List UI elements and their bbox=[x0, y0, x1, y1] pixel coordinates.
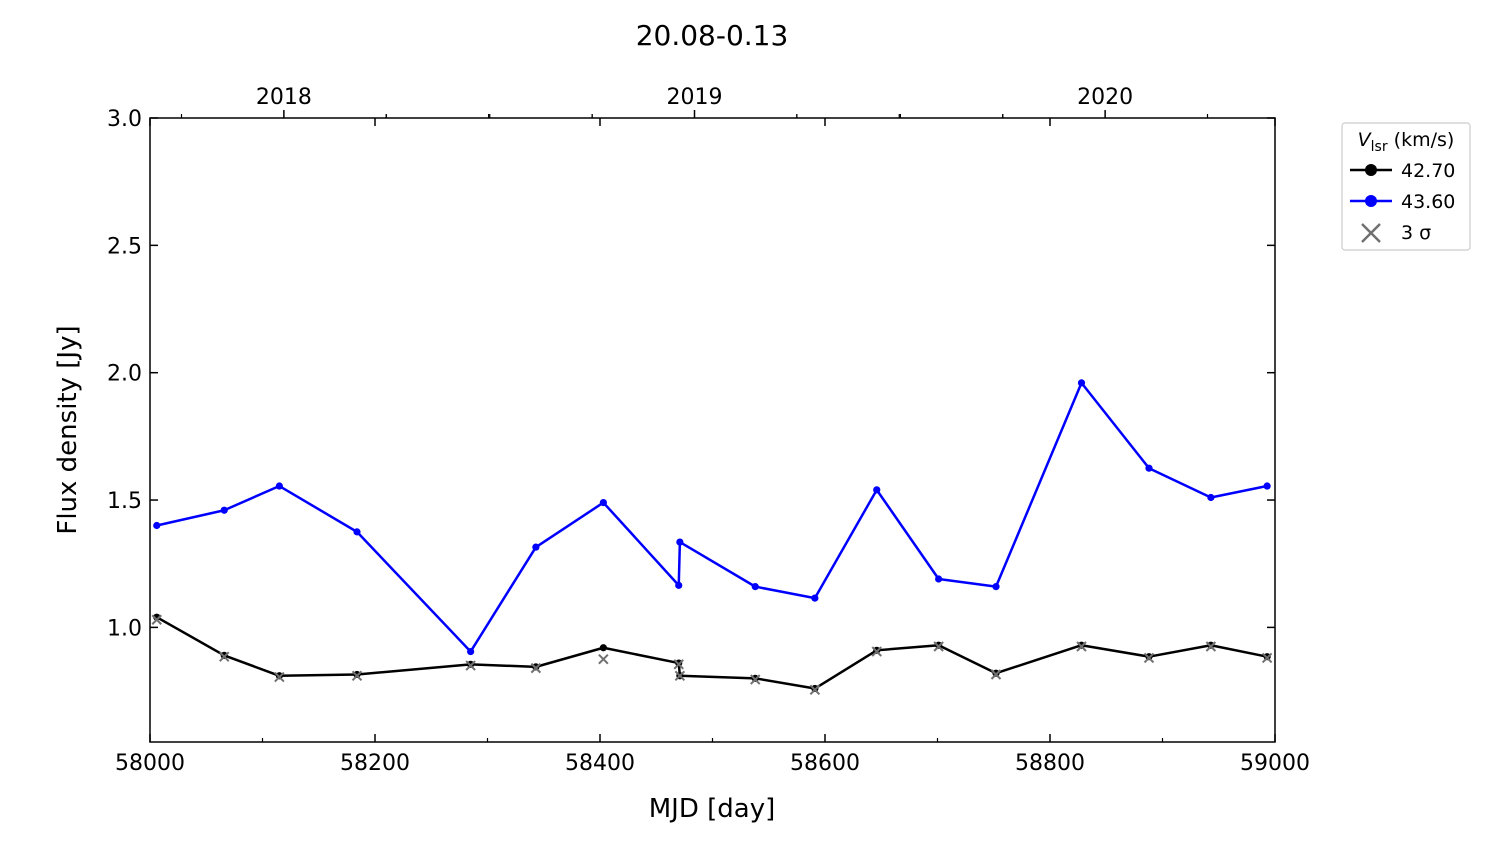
series-point-43-60 bbox=[467, 647, 475, 656]
sigma-point bbox=[933, 641, 944, 652]
series-point-43-60 bbox=[220, 506, 228, 514]
sigma-cross-stroke bbox=[1143, 652, 1155, 664]
series-point-43-60 bbox=[1145, 464, 1153, 472]
legend-title: Vlsr (km/s) bbox=[1358, 129, 1455, 155]
sigma-point bbox=[750, 674, 761, 685]
sigma-point bbox=[1261, 652, 1273, 664]
y-tick-label: 2.5 bbox=[107, 234, 142, 259]
sigma-cross-stroke bbox=[598, 654, 609, 665]
sigma-cross-stroke bbox=[673, 659, 684, 670]
sigma-point bbox=[990, 669, 1002, 680]
series-point-42-70 bbox=[599, 644, 607, 652]
y-tick-label: 1.0 bbox=[107, 616, 142, 641]
x-tick-label: 58000 bbox=[115, 751, 185, 776]
series-point-43-60 bbox=[751, 583, 759, 591]
sigma-cross-stroke bbox=[990, 669, 1002, 680]
series-point-43-60 bbox=[675, 581, 683, 589]
series-point-43-60 bbox=[1077, 379, 1086, 387]
sigma-point bbox=[219, 651, 230, 662]
sigma-cross-stroke bbox=[351, 670, 363, 681]
y-tick-label: 3.0 bbox=[107, 107, 142, 132]
x-tick-label: 58800 bbox=[1015, 751, 1085, 776]
legend: Vlsr (km/s) 42.70 43.60 3 σ bbox=[1341, 122, 1471, 251]
top-tick-label: 2019 bbox=[667, 85, 723, 110]
sigma-cross-stroke bbox=[1076, 641, 1087, 652]
sigma-cross-stroke bbox=[933, 641, 944, 652]
sigma-cross-stroke bbox=[151, 614, 162, 625]
legend-label-42-70: 42.70 bbox=[1401, 160, 1455, 182]
sigma-cross-stroke bbox=[674, 670, 686, 681]
sigma-cross-stroke bbox=[465, 660, 476, 671]
series-point-43-60 bbox=[1263, 482, 1271, 490]
sigma-cross-stroke bbox=[809, 684, 821, 695]
sigma-cross-stroke bbox=[1261, 652, 1273, 664]
series-point-43-60 bbox=[275, 482, 283, 490]
sigma-point bbox=[674, 670, 686, 681]
series-point-43-60 bbox=[676, 538, 684, 546]
sigma-point bbox=[151, 614, 162, 625]
series-point-43-60 bbox=[992, 583, 1000, 591]
sigma-cross-stroke bbox=[871, 646, 882, 657]
legend-marker-42-70 bbox=[1365, 164, 1377, 176]
sigma-cross-stroke bbox=[750, 674, 761, 685]
sigma-cross-stroke bbox=[530, 662, 542, 674]
axes: 58000 58200 58400 58600 58800 59000 1.0 1.5 2.0 2… bbox=[107, 85, 1310, 776]
sigma-cross-stroke bbox=[219, 651, 230, 662]
top-tick-label: 2020 bbox=[1077, 85, 1133, 110]
series-point-43-60 bbox=[873, 486, 881, 494]
chart-title: 20.08-0.13 bbox=[636, 19, 789, 52]
series-point-43-60 bbox=[353, 528, 361, 536]
legend-marker-sigma bbox=[1361, 223, 1381, 243]
series-line-43-60 bbox=[156, 381, 1268, 653]
series-point-43-60 bbox=[811, 594, 819, 602]
sigma-point bbox=[1076, 641, 1087, 652]
x-axis-label: MJD [day] bbox=[649, 794, 776, 824]
sigma-point bbox=[809, 684, 821, 695]
series-point-43-60 bbox=[599, 498, 607, 507]
sigma-point bbox=[871, 646, 882, 657]
sigma-point bbox=[465, 660, 476, 671]
series-point-43-60 bbox=[153, 521, 161, 530]
sigma-point bbox=[1205, 641, 1217, 652]
top-tick-label: 2018 bbox=[256, 85, 312, 110]
sigma-cross-stroke bbox=[274, 671, 285, 683]
series-line-42-70 bbox=[156, 616, 1268, 690]
x-tick-label: 59000 bbox=[1240, 751, 1310, 776]
y-axis-label: Flux density [Jy] bbox=[53, 325, 83, 534]
x-tick-label: 58600 bbox=[790, 751, 860, 776]
x-tick-label: 58200 bbox=[340, 751, 410, 776]
series-point-43-60 bbox=[1207, 493, 1215, 502]
legend-frame bbox=[1341, 122, 1471, 251]
y-tick-label: 1.5 bbox=[107, 489, 142, 514]
legend-label-43-60: 43.60 bbox=[1401, 191, 1455, 213]
sigma-point bbox=[530, 662, 542, 674]
sigma-point bbox=[351, 670, 363, 681]
sigma-point bbox=[598, 654, 609, 665]
sigma-point bbox=[1143, 652, 1155, 664]
legend-label-sigma: 3 σ bbox=[1401, 222, 1431, 244]
y-tick-label: 2.0 bbox=[107, 362, 142, 387]
sigma-point bbox=[673, 659, 684, 670]
plot-area bbox=[151, 379, 1273, 695]
legend-marker-43-60 bbox=[1365, 195, 1377, 207]
sigma-point bbox=[274, 671, 285, 683]
sigma-cross-stroke bbox=[1205, 641, 1217, 652]
series-point-43-60 bbox=[532, 543, 540, 551]
x-tick-label: 58400 bbox=[565, 751, 635, 776]
series-point-43-60 bbox=[935, 575, 943, 583]
